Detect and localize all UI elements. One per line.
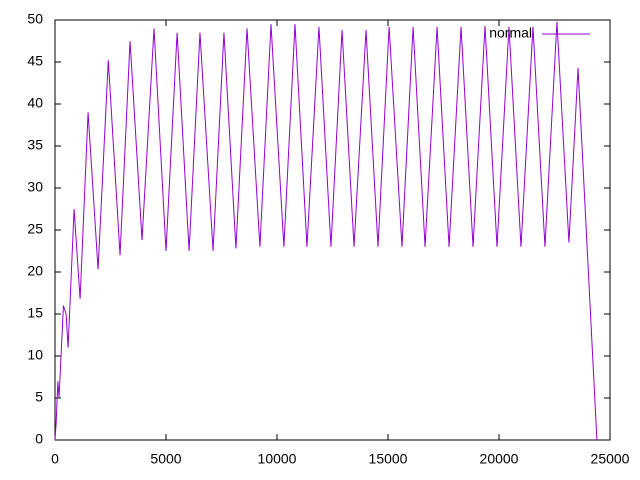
x-tick-label: 0 — [51, 451, 59, 467]
y-tick-label: 45 — [27, 53, 43, 69]
x-tick-label: 20000 — [480, 451, 519, 467]
y-tick-label: 0 — [35, 431, 43, 447]
y-tick-label: 35 — [27, 137, 43, 153]
y-tick-label: 5 — [35, 389, 43, 405]
x-tick-label: 10000 — [258, 451, 297, 467]
y-tick-label: 30 — [27, 179, 43, 195]
y-tick-label: 10 — [27, 347, 43, 363]
plot-frame — [54, 19, 611, 441]
y-tick-label: 20 — [27, 263, 43, 279]
y-tick-label: 15 — [27, 305, 43, 321]
legend-label: normal — [489, 25, 532, 41]
x-tick-label: 25000 — [591, 451, 630, 467]
y-tick-label: 25 — [27, 221, 43, 237]
y-tick-label: 50 — [27, 11, 43, 27]
x-tick-label: 5000 — [150, 451, 181, 467]
y-tick-label: 40 — [27, 95, 43, 111]
x-tick-label: 15000 — [369, 451, 408, 467]
data-line — [54, 21, 598, 441]
